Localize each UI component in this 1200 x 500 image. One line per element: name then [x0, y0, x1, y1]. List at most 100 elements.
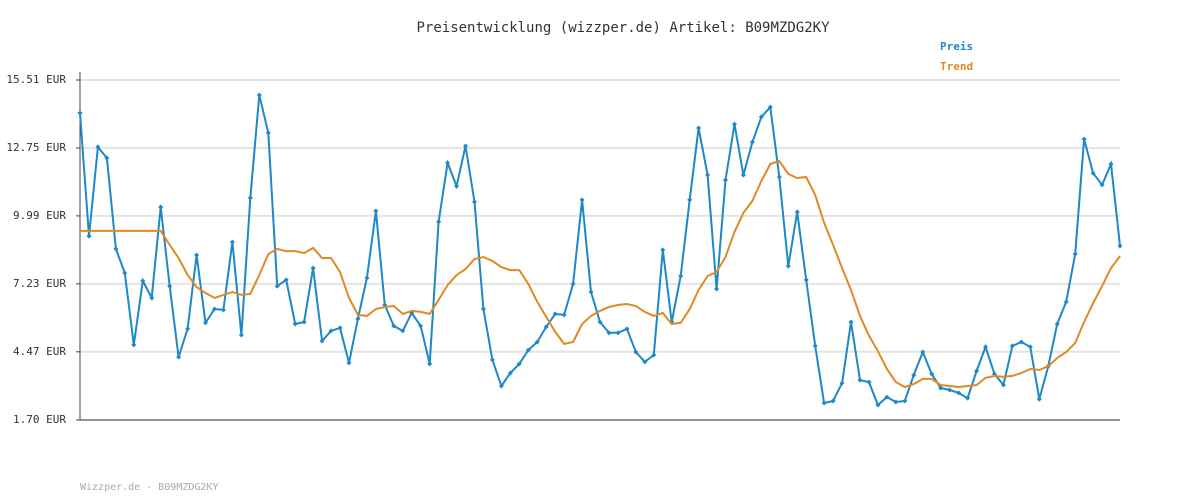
data-point: [947, 387, 953, 393]
data-point: [283, 277, 289, 283]
data-point: [140, 278, 146, 284]
data-point: [893, 399, 899, 405]
data-point: [507, 370, 513, 376]
data-point: [929, 371, 935, 377]
data-point: [633, 349, 639, 355]
data-point: [436, 219, 442, 225]
data-point: [265, 130, 271, 136]
data-point: [301, 319, 307, 325]
data-point: [274, 283, 280, 289]
data-point: [678, 273, 684, 279]
data-point: [158, 204, 164, 210]
legend-label: Preis: [940, 40, 973, 53]
data-point: [1108, 161, 1114, 167]
y-tick-label: 9.99 EUR: [13, 209, 66, 222]
data-point: [364, 275, 370, 281]
data-point: [122, 270, 128, 276]
data-point: [149, 295, 155, 301]
data-point: [418, 323, 424, 329]
data-point: [400, 328, 406, 334]
series-line: [80, 159, 1121, 389]
legend-label: Trend: [940, 60, 973, 73]
data-point: [525, 347, 531, 353]
data-point: [884, 394, 890, 400]
data-point: [660, 247, 666, 253]
data-point: [974, 368, 980, 374]
data-point: [902, 398, 908, 404]
data-point: [552, 311, 558, 317]
data-point: [749, 139, 755, 145]
data-point: [1018, 339, 1024, 345]
data-point: [176, 354, 182, 360]
data-point: [687, 197, 693, 203]
data-point: [911, 372, 917, 378]
data-point: [454, 183, 460, 189]
data-point: [1009, 343, 1015, 349]
data-point: [848, 319, 854, 325]
data-point: [1072, 251, 1078, 257]
data-point: [812, 343, 818, 349]
data-point: [77, 110, 83, 116]
data-point: [938, 385, 944, 391]
data-point: [543, 324, 549, 330]
data-point: [651, 352, 657, 358]
data-point: [642, 359, 648, 365]
data-point: [346, 360, 352, 366]
data-point: [256, 92, 262, 98]
data-point: [767, 104, 773, 110]
y-tick-label: 7.23 EUR: [13, 277, 66, 290]
data-point: [920, 349, 926, 355]
data-point: [803, 277, 809, 283]
data-point: [731, 121, 737, 127]
data-point: [516, 361, 522, 367]
data-point: [1000, 382, 1006, 388]
data-point: [104, 155, 110, 161]
data-point: [292, 321, 298, 327]
data-point: [758, 114, 764, 120]
data-point: [794, 209, 800, 215]
chart-title: Preisentwicklung (wizzper.de) Artikel: B…: [416, 20, 830, 36]
data-point: [579, 197, 585, 203]
data-point: [1027, 344, 1033, 350]
data-point: [445, 160, 451, 166]
data-point: [480, 306, 486, 312]
data-point: [185, 326, 191, 332]
data-point: [310, 265, 316, 271]
data-point: [1063, 299, 1069, 305]
data-point: [983, 344, 989, 350]
data-point: [86, 233, 92, 239]
data-point: [229, 239, 235, 245]
series-line: [79, 94, 1121, 407]
data-point: [624, 326, 630, 332]
data-point: [211, 306, 217, 312]
data-point: [1036, 396, 1042, 402]
data-point: [220, 307, 226, 313]
data-point: [839, 380, 845, 386]
data-point: [113, 246, 119, 252]
data-point: [615, 330, 621, 336]
data-point: [319, 338, 325, 344]
data-point: [131, 342, 137, 348]
data-point: [1054, 321, 1060, 327]
data-point: [866, 379, 872, 385]
data-point: [391, 323, 397, 329]
data-point: [714, 286, 720, 292]
data-point: [1081, 136, 1087, 142]
data-point: [785, 263, 791, 269]
data-point: [463, 143, 469, 149]
data-point: [328, 328, 334, 334]
data-point: [821, 400, 827, 406]
data-point: [247, 195, 253, 201]
data-point: [534, 339, 540, 345]
data-point: [1090, 170, 1096, 176]
data-point: [373, 208, 379, 214]
data-point: [570, 281, 576, 287]
footer: Wizzper.de - B09MZDG2KY: [80, 482, 218, 493]
data-point: [875, 402, 881, 408]
data-point: [337, 325, 343, 331]
data-point: [588, 289, 594, 295]
data-point: [167, 283, 173, 289]
data-point: [95, 144, 101, 150]
data-point: [965, 395, 971, 401]
